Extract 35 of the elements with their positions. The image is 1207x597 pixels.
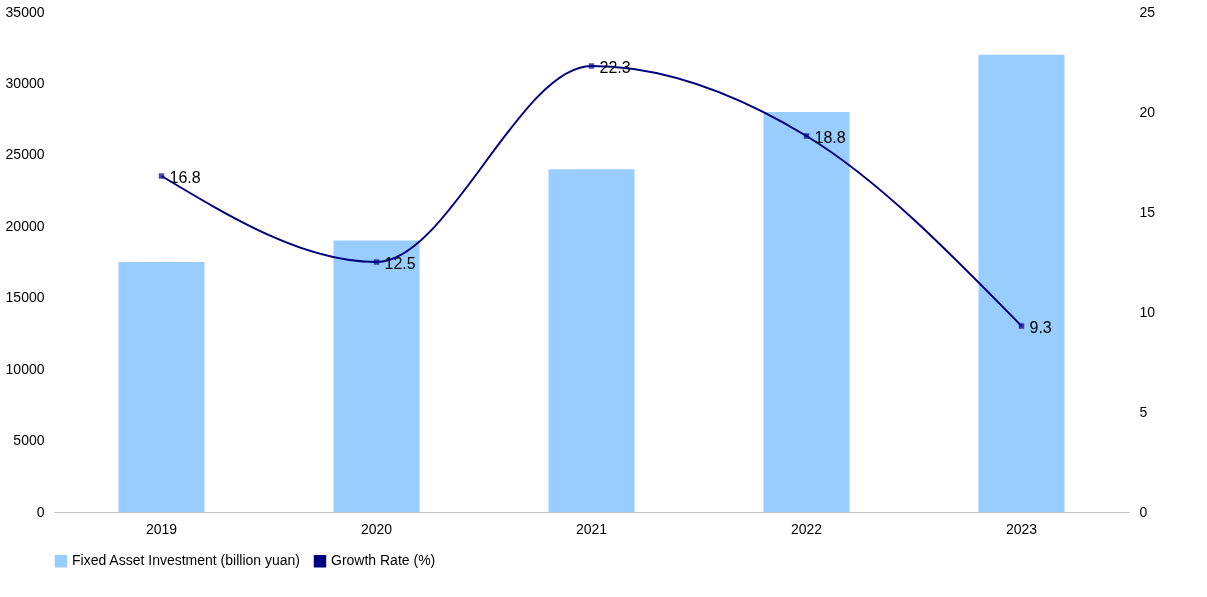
y-tick-label: 10000 [5, 360, 45, 377]
bar [763, 112, 850, 512]
y2-tick-label: 0 [1139, 503, 1148, 520]
y2-tick-label: 25 [1139, 3, 1156, 20]
x-tick-label: 2022 [790, 520, 823, 537]
point [803, 133, 810, 139]
point [373, 259, 380, 265]
y2-tick-label: 10 [1139, 303, 1156, 320]
bar [333, 240, 420, 512]
y-tick-label: 5000 [13, 432, 45, 449]
data-label: 16.8 [169, 169, 201, 186]
y-tick-label: 30000 [5, 74, 45, 91]
bar [118, 262, 205, 512]
x-tick-label: 2023 [1005, 520, 1038, 537]
y2-tick-label: 5 [1139, 403, 1148, 420]
y-tick-label: 15000 [5, 289, 45, 306]
data-label: 12.5 [384, 255, 416, 272]
y2-tick-label: 20 [1139, 103, 1156, 120]
data-label: 9.3 [1029, 319, 1052, 336]
x-tick-label: 2020 [360, 520, 393, 537]
legend-label: Growth Rate (%) [331, 552, 436, 569]
x-tick-label: 2019 [145, 520, 178, 537]
y-tick-label: 0 [36, 503, 45, 520]
bar [978, 54, 1065, 512]
legend-label: Fixed Asset Investment (billion yuan) [72, 552, 300, 569]
y-tick-label: 20000 [5, 217, 45, 234]
point [588, 63, 595, 69]
y-tick-label: 35000 [5, 3, 45, 20]
x-tick-label: 2021 [575, 520, 608, 537]
y2-tick-label: 15 [1139, 203, 1156, 220]
bar [548, 169, 635, 512]
data-label: 18.8 [814, 129, 846, 146]
y-tick-label: 25000 [5, 146, 45, 163]
point [158, 173, 165, 179]
point [1018, 323, 1025, 329]
